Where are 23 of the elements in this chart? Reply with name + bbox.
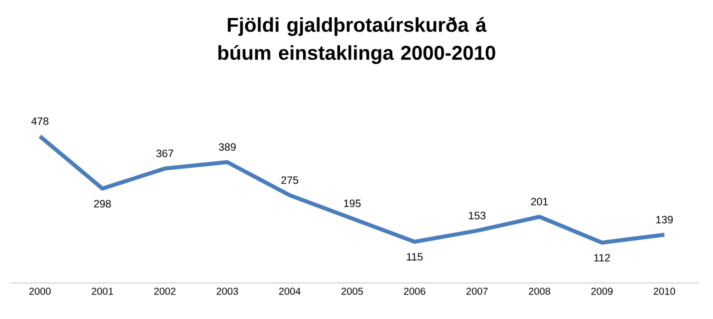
- x-tick-label: 2001: [92, 288, 114, 295]
- x-tick-label: 2006: [404, 288, 426, 295]
- x-tick-label: 2010: [654, 288, 676, 295]
- data-label: 298: [94, 200, 111, 208]
- x-tick-label: 2007: [466, 288, 488, 295]
- data-label: 153: [468, 212, 486, 220]
- chart-title: Fjöldi gjaldþrotaúrskurða á búum einstaklinga 2000-2010: [218, 17, 496, 64]
- data-label: 389: [218, 143, 236, 151]
- data-label: 195: [344, 200, 361, 208]
- data-label: 478: [31, 117, 48, 125]
- x-tick-label: 2008: [528, 288, 550, 295]
- x-tick-label: 2000: [29, 288, 51, 295]
- data-label: 139: [656, 216, 673, 224]
- x-tick-label: 2009: [591, 288, 613, 295]
- x-tick-label: 2004: [279, 288, 301, 295]
- data-label: 275: [281, 176, 298, 184]
- x-tick-label: 2003: [216, 288, 238, 295]
- x-tick-label: 2002: [154, 288, 176, 295]
- data-label: 112: [594, 254, 610, 262]
- x-tick-label: 2005: [342, 288, 363, 295]
- data-label: 201: [531, 198, 548, 206]
- data-label: 367: [156, 150, 174, 158]
- data-label: 115: [406, 253, 423, 261]
